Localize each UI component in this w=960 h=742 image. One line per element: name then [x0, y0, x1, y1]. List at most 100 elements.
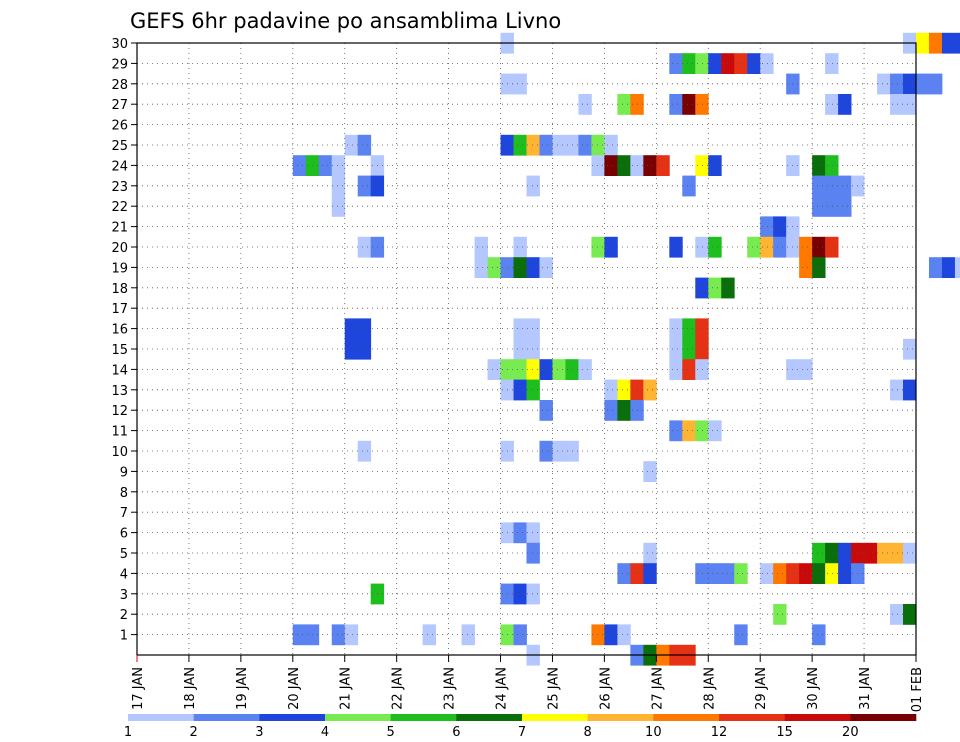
heatmap-cell [903, 379, 917, 401]
legend-swatch [784, 714, 851, 721]
heatmap-cell [513, 624, 527, 646]
heatmap-cell [513, 236, 527, 258]
heatmap-cell [656, 155, 670, 176]
heatmap-cell [825, 155, 839, 176]
heatmap-cell [799, 563, 813, 584]
heatmap-cell [773, 604, 787, 625]
legend-label: 10 [645, 725, 662, 740]
heatmap-cell [643, 542, 657, 564]
heatmap-cell [344, 134, 359, 156]
heatmap-cell [812, 175, 826, 197]
heatmap-cell [812, 155, 826, 176]
heatmap-cell [708, 155, 722, 176]
y-tick-label: 8 [120, 486, 128, 501]
heatmap-cell [903, 94, 917, 115]
x-tick-label: 28 JAN [702, 667, 717, 710]
heatmap-cell [682, 53, 696, 74]
heatmap-cell [838, 542, 852, 564]
heatmap-cell [903, 338, 917, 360]
heatmap-cell [526, 542, 540, 564]
heatmap-cell [643, 155, 657, 176]
y-tick-label: 30 [111, 37, 128, 52]
heatmap-cell [916, 73, 930, 95]
legend-label: 8 [584, 725, 592, 740]
heatmap-cell [331, 175, 346, 197]
heatmap-cell [812, 257, 826, 278]
heatmap-cell [526, 583, 540, 605]
y-tick-label: 1 [120, 629, 128, 644]
heatmap-cell [513, 318, 527, 340]
y-tick-label: 7 [120, 506, 128, 521]
heatmap-cell [539, 359, 553, 380]
heatmap-cell [760, 216, 774, 238]
y-tick-label: 11 [111, 425, 128, 440]
y-tick-label: 26 [111, 119, 128, 134]
heatmap-cell [669, 53, 683, 74]
heatmap-cell [708, 236, 722, 258]
heatmap-cell [695, 420, 709, 442]
legend-swatch [653, 714, 720, 721]
heatmap-cell [682, 420, 696, 442]
heatmap-cell [643, 461, 657, 482]
x-tick-label: 19 JAN [235, 667, 250, 710]
heatmap-cell [903, 604, 917, 625]
heatmap-cell [928, 32, 943, 54]
heatmap-cell [617, 155, 631, 176]
legend-label: 12 [711, 725, 728, 740]
x-tick-label: 18 JAN [183, 667, 198, 710]
heatmap-cell [812, 624, 826, 646]
heatmap-cell [552, 134, 566, 156]
heatmap-cell [760, 563, 774, 584]
heatmap-cell [292, 624, 307, 646]
heatmap-cell [838, 175, 852, 197]
heatmap-cell [799, 359, 813, 380]
heatmap-cell [877, 73, 891, 95]
heatmap-cell [344, 318, 359, 340]
heatmap-cell [812, 196, 826, 217]
heatmap-cell [357, 236, 372, 258]
heatmap-cell [487, 257, 501, 278]
heatmap-cell [773, 563, 787, 584]
legend-swatch [456, 714, 523, 721]
heatmap-cell [357, 318, 372, 340]
y-tick-label: 9 [120, 465, 128, 480]
heatmap-cell [643, 563, 657, 584]
heatmap-cell [669, 236, 683, 258]
heatmap-cell [513, 583, 527, 605]
heatmap-cell [825, 196, 839, 217]
heatmap-cell [357, 440, 372, 462]
heatmap-cells [292, 32, 960, 666]
heatmap-cell [695, 359, 709, 380]
heatmap-cell [526, 359, 540, 380]
heatmap-cell [708, 277, 722, 299]
legend-label: 2 [190, 725, 198, 740]
heatmap-cell [526, 257, 540, 278]
legend-swatch [587, 714, 654, 721]
heatmap-cell [708, 420, 722, 442]
heatmap-cell [825, 542, 839, 564]
y-tick-label: 14 [111, 363, 128, 378]
heatmap-cell [357, 175, 372, 197]
heatmap-cell [344, 624, 359, 646]
heatmap-cell [799, 236, 813, 258]
x-tick-label: 30 JAN [806, 667, 821, 710]
heatmap-cell [708, 563, 722, 584]
heatmap-cell [539, 134, 553, 156]
heatmap-cell [760, 236, 774, 258]
heatmap-cell [617, 400, 631, 421]
heatmap-cell [928, 73, 943, 95]
y-tick-label: 29 [111, 57, 128, 72]
heatmap-cell [422, 624, 437, 646]
legend-label: 6 [452, 725, 460, 740]
heatmap-cell [578, 359, 592, 380]
y-tick-label: 12 [111, 404, 128, 419]
heatmap-cell [669, 359, 683, 380]
heatmap-cell [578, 134, 592, 156]
heatmap-cell [604, 379, 618, 401]
y-tick-label: 15 [111, 343, 128, 358]
heatmap-cell [318, 155, 333, 176]
legend-swatch [193, 714, 260, 721]
y-tick-label: 10 [111, 445, 128, 460]
heatmap-cell [604, 236, 618, 258]
y-tick-label: 20 [111, 241, 128, 256]
